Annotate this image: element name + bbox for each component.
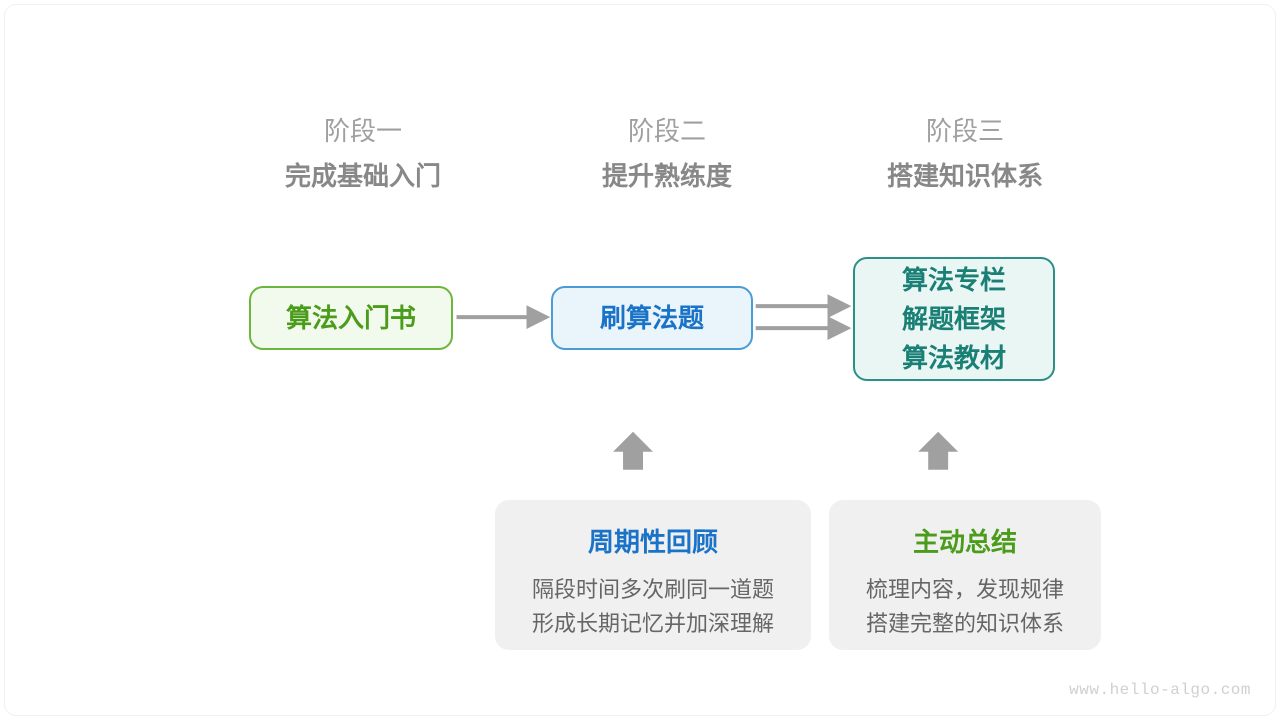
node-intro-book: 算法入门书	[249, 286, 453, 350]
node-line: 算法教材	[902, 339, 1006, 378]
info-box-active-summary: 主动总结梳理内容，发现规律 搭建完整的知识体系	[829, 500, 1101, 650]
stage-subtitle: 提升熟练度	[547, 156, 787, 193]
stage-subtitle: 完成基础入门	[243, 156, 483, 193]
stage-title: 阶段二	[547, 111, 787, 148]
stage-title: 阶段一	[243, 111, 483, 148]
node-practice: 刷算法题	[551, 286, 753, 350]
stage-header-2: 阶段二提升熟练度	[547, 111, 787, 193]
node-label: 算法入门书	[286, 299, 416, 338]
watermark: www.hello-algo.com	[1069, 681, 1251, 699]
info-desc: 梳理内容，发现规律 搭建完整的知识体系	[853, 573, 1077, 641]
stage-header-1: 阶段一完成基础入门	[243, 111, 483, 193]
info-desc: 隔段时间多次刷同一道题 形成长期记忆并加深理解	[519, 573, 787, 641]
node-line: 算法专栏	[902, 261, 1006, 300]
stage-subtitle: 搭建知识体系	[845, 156, 1085, 193]
up-arrow-icon	[613, 432, 653, 470]
info-box-periodic-review: 周期性回顾隔段时间多次刷同一道题 形成长期记忆并加深理解	[495, 500, 811, 650]
node-advanced: 算法专栏解题框架算法教材	[853, 257, 1055, 381]
node-line: 解题框架	[902, 300, 1006, 339]
info-title: 周期性回顾	[519, 522, 787, 559]
info-title: 主动总结	[853, 522, 1077, 559]
stage-title: 阶段三	[845, 111, 1085, 148]
node-label: 刷算法题	[600, 299, 704, 338]
diagram-container: 阶段一完成基础入门阶段二提升熟练度阶段三搭建知识体系 算法入门书刷算法题算法专栏…	[4, 4, 1276, 716]
up-arrow-icon	[918, 432, 958, 470]
stage-header-3: 阶段三搭建知识体系	[845, 111, 1085, 193]
